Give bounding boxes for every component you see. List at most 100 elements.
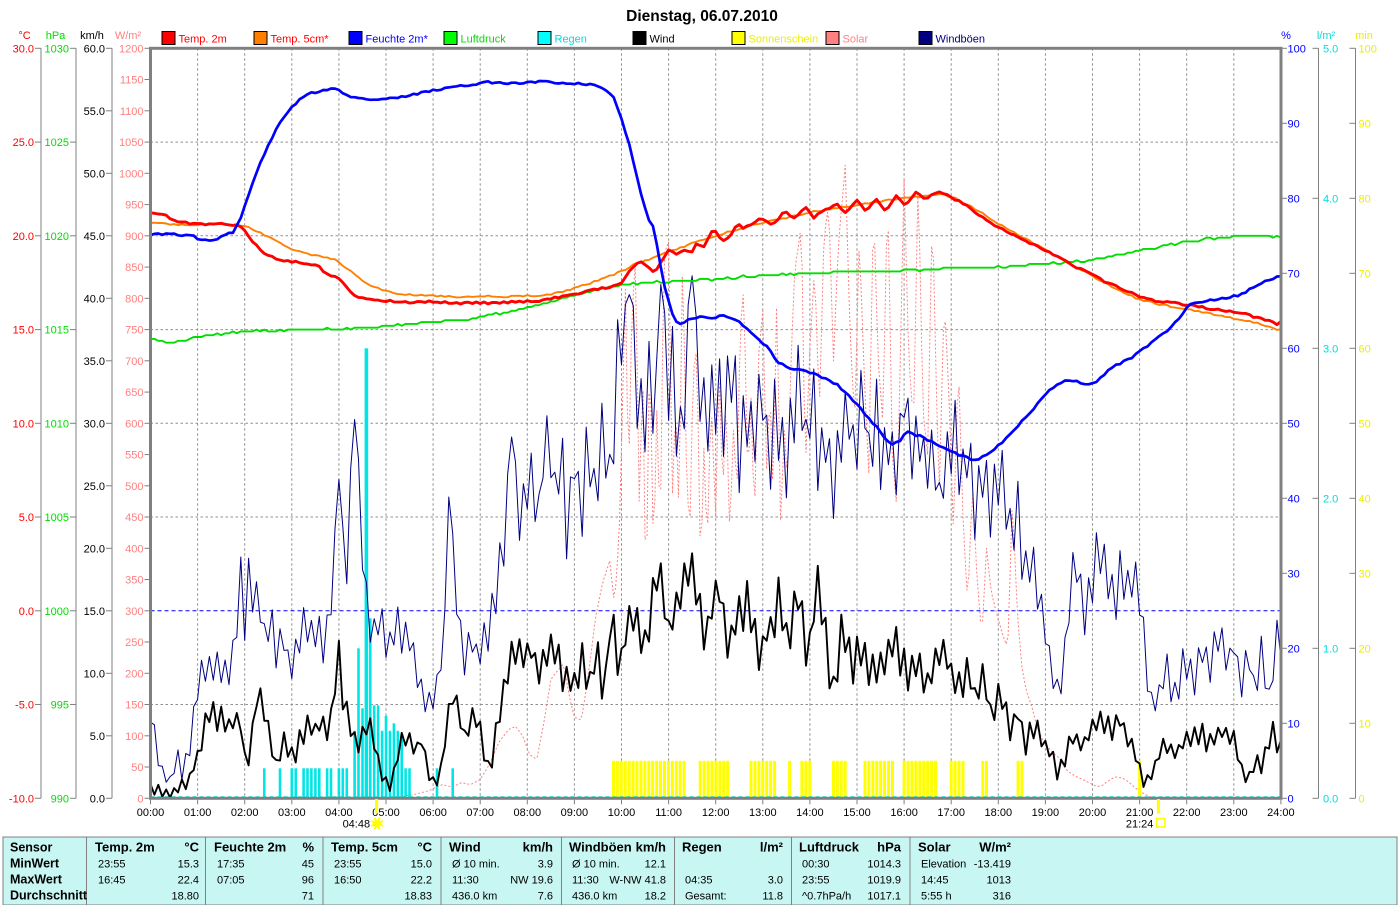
svg-text:%: % (302, 840, 314, 855)
svg-text:12:00: 12:00 (702, 807, 730, 819)
svg-text:5.0: 5.0 (1323, 43, 1338, 55)
svg-text:Sensor: Sensor (10, 841, 53, 855)
svg-text:90: 90 (1288, 118, 1300, 130)
svg-text:55.0: 55.0 (84, 106, 105, 118)
svg-text:01:00: 01:00 (184, 807, 212, 819)
svg-text:950: 950 (125, 200, 143, 212)
svg-text:1017.1: 1017.1 (867, 891, 901, 903)
svg-text:10.0: 10.0 (13, 418, 34, 430)
svg-text:min: min (1355, 30, 1373, 42)
svg-text:1000: 1000 (119, 168, 143, 180)
svg-text:Sonnenschein: Sonnenschein (749, 34, 819, 46)
svg-text:21:24: 21:24 (1126, 819, 1154, 831)
svg-text:09:00: 09:00 (561, 807, 589, 819)
svg-text:60: 60 (1359, 343, 1371, 355)
svg-text:25.0: 25.0 (84, 481, 105, 493)
svg-text:22:00: 22:00 (1173, 807, 1201, 819)
svg-text:30.0: 30.0 (84, 418, 105, 430)
svg-text:15:00: 15:00 (843, 807, 871, 819)
svg-text:Solar: Solar (918, 840, 951, 855)
svg-text:200: 200 (125, 668, 143, 680)
svg-text:Ø 10 min.: Ø 10 min. (572, 859, 620, 871)
svg-text:70: 70 (1288, 268, 1300, 280)
svg-text:Luftdruck: Luftdruck (799, 840, 860, 855)
svg-text:Solar: Solar (843, 34, 869, 46)
svg-text:40: 40 (1359, 493, 1371, 505)
svg-text:850: 850 (125, 262, 143, 274)
svg-text:15.0: 15.0 (84, 606, 105, 618)
svg-text:436.0 km: 436.0 km (572, 891, 617, 903)
svg-text:MinWert: MinWert (10, 857, 60, 871)
svg-text:1025: 1025 (45, 137, 69, 149)
svg-text:23:55: 23:55 (802, 875, 830, 887)
svg-text:20: 20 (1288, 643, 1300, 655)
svg-text:NW 19.6: NW 19.6 (510, 875, 553, 887)
svg-text:16:45: 16:45 (98, 875, 126, 887)
svg-text:0: 0 (137, 793, 143, 805)
svg-text:22.2: 22.2 (411, 875, 432, 887)
svg-text:1030: 1030 (45, 43, 69, 55)
svg-text:45.0: 45.0 (84, 231, 105, 243)
svg-text:80: 80 (1359, 193, 1371, 205)
svg-text:1010: 1010 (45, 418, 69, 430)
svg-text:0.0: 0.0 (19, 606, 34, 618)
svg-text:5.0: 5.0 (90, 731, 105, 743)
svg-text:20: 20 (1359, 643, 1371, 655)
svg-text:3.0: 3.0 (768, 875, 783, 887)
svg-text:90: 90 (1359, 118, 1371, 130)
svg-text:24:00: 24:00 (1267, 807, 1295, 819)
svg-text:Durchschnitt: Durchschnitt (10, 889, 88, 903)
svg-text:50: 50 (1288, 418, 1300, 430)
svg-text:300: 300 (125, 606, 143, 618)
svg-text:3.0: 3.0 (1323, 343, 1338, 355)
svg-text:250: 250 (125, 637, 143, 649)
svg-text:990: 990 (51, 793, 69, 805)
svg-text:23:55: 23:55 (98, 859, 126, 871)
svg-text:03:00: 03:00 (278, 807, 306, 819)
svg-text:20:00: 20:00 (1079, 807, 1107, 819)
svg-text:10:00: 10:00 (608, 807, 636, 819)
svg-text:450: 450 (125, 512, 143, 524)
svg-text:Temp. 5cm*: Temp. 5cm* (271, 34, 330, 46)
svg-text:15.3: 15.3 (178, 859, 199, 871)
svg-text:14:00: 14:00 (796, 807, 824, 819)
svg-text:16:50: 16:50 (334, 875, 362, 887)
svg-text:96: 96 (302, 875, 314, 887)
svg-text:Wind: Wind (449, 840, 481, 855)
svg-text:10: 10 (1359, 718, 1371, 730)
svg-text:40: 40 (1288, 493, 1300, 505)
svg-text:-10.0: -10.0 (9, 793, 34, 805)
svg-text:1014.3: 1014.3 (867, 859, 901, 871)
svg-text:l/m²: l/m² (760, 840, 784, 855)
svg-text:km/h: km/h (636, 840, 666, 855)
svg-text:00:00: 00:00 (137, 807, 165, 819)
svg-text:1019.9: 1019.9 (867, 875, 901, 887)
svg-text:80: 80 (1288, 193, 1300, 205)
svg-text:00:30: 00:30 (802, 859, 830, 871)
svg-text:04:35: 04:35 (685, 875, 713, 887)
svg-text:995: 995 (51, 700, 69, 712)
svg-text:40.0: 40.0 (84, 293, 105, 305)
svg-text:Ø 10 min.: Ø 10 min. (452, 859, 500, 871)
svg-text:800: 800 (125, 293, 143, 305)
svg-text:150: 150 (125, 700, 143, 712)
svg-text:100: 100 (1288, 43, 1306, 55)
svg-text:04:48: 04:48 (343, 819, 371, 831)
svg-text:Windböen: Windböen (936, 34, 986, 46)
svg-text:35.0: 35.0 (84, 356, 105, 368)
svg-text:Dienstag, 06.07.2010: Dienstag, 06.07.2010 (626, 8, 778, 25)
svg-text:13:00: 13:00 (749, 807, 777, 819)
svg-text:-5.0: -5.0 (15, 700, 34, 712)
svg-text:18:00: 18:00 (985, 807, 1013, 819)
svg-text:hPa: hPa (46, 30, 66, 42)
svg-text:l/m²: l/m² (1317, 30, 1336, 42)
svg-text:1000: 1000 (45, 606, 69, 618)
svg-text:11:30: 11:30 (452, 875, 479, 887)
svg-text:0.0: 0.0 (1323, 793, 1338, 805)
svg-text:0: 0 (1288, 793, 1294, 805)
svg-text:-13.419: -13.419 (974, 859, 1011, 871)
svg-text:1005: 1005 (45, 512, 69, 524)
svg-text:23:00: 23:00 (1220, 807, 1248, 819)
svg-text:Luftdruck: Luftdruck (461, 34, 507, 46)
svg-text:1150: 1150 (120, 75, 144, 87)
